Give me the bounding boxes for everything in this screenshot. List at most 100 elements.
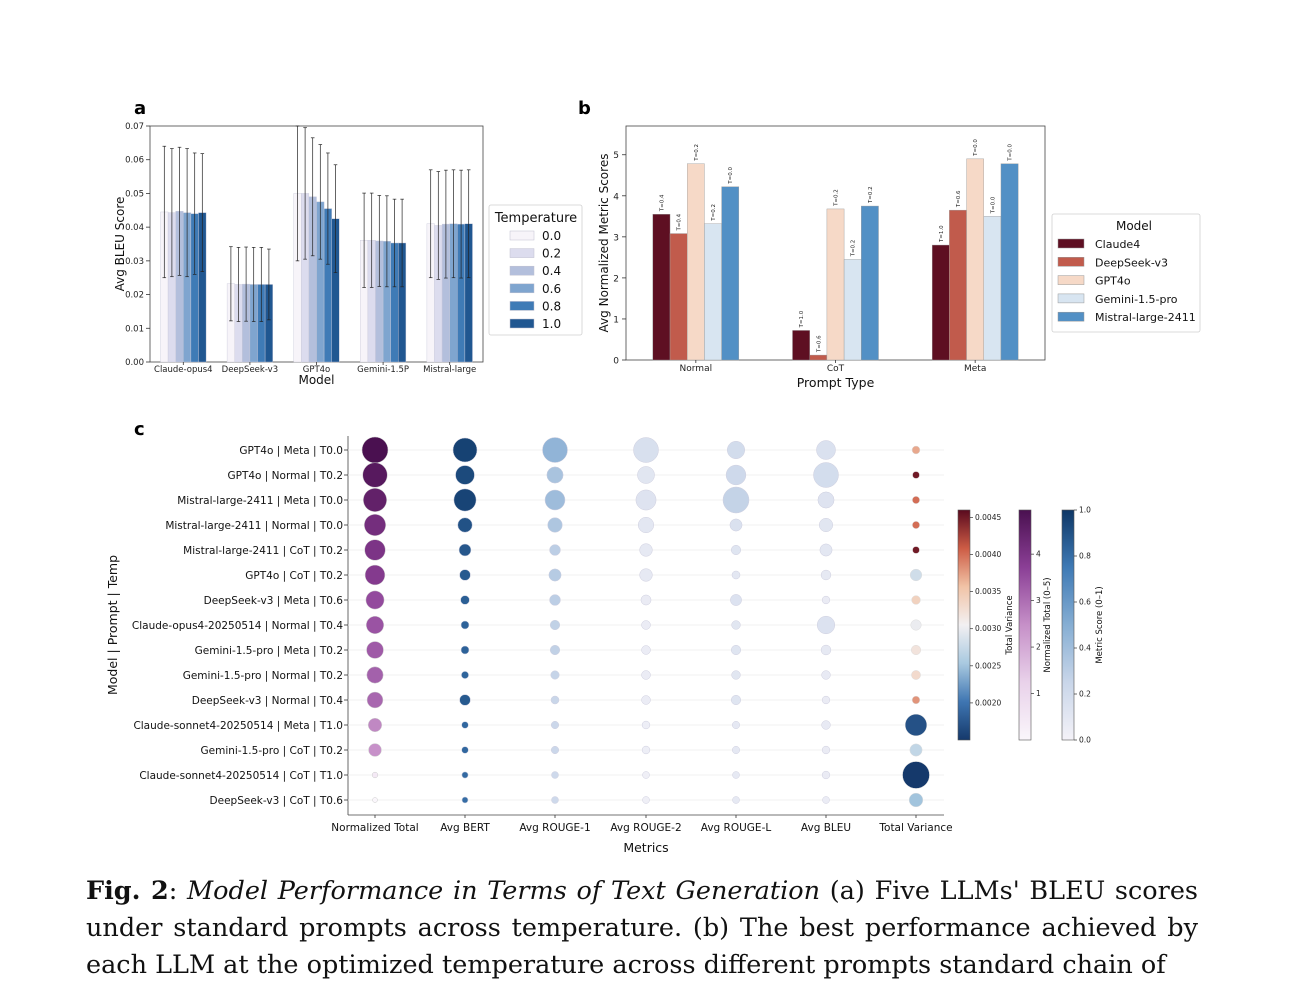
metric-bubble [821,720,831,730]
panel-b-label: b [578,98,591,119]
metric-bubble [641,620,651,630]
bar [809,354,828,361]
row-label: DeepSeek-v3 | Normal | T0.4 [192,695,344,707]
bar-value-label: T=0.4 [659,194,665,212]
metric-bubble [458,543,472,557]
column-label: Avg BLEU [801,822,851,834]
metric-bubble [730,694,742,706]
x-tick-label: DeepSeek-v3 [222,365,278,375]
variance-bubble [911,695,921,705]
metric-bubble [818,517,834,533]
row-label: Mistral-large-2411 | Meta | T0.0 [177,495,343,507]
metric-bubble [633,437,659,463]
column-label: Total Variance [878,822,952,834]
bar [669,233,688,361]
metric-bubble [549,544,561,556]
variance-bubble [911,445,921,455]
colorbar-label: Metric Score (0–1) [1095,586,1105,663]
metric-bubble [641,720,651,730]
y-tick-label: 5 [613,151,619,161]
column-label: Normalized Total [331,822,418,834]
metric-bubble [731,620,741,630]
metric-bubble [551,796,559,804]
colorbar-tick-label: 0.2 [1079,690,1091,699]
colorbar-tick-label: 0.0020 [975,698,1001,707]
normalized-total-bubble [367,717,383,733]
row-label: Claude-sonnet4-20250514 | Meta | T1.0 [133,720,343,732]
normalized-total-bubble [364,539,386,561]
metric-bubble [637,466,655,484]
y-axis-label: Avg Normalized Metric Scores [597,154,611,333]
metric-bubble [549,644,561,656]
legend-label: Gemini-1.5-pro [1095,293,1178,306]
metric-bubble [550,745,560,755]
bar-value-label: T=0.0 [990,196,996,214]
variance-bubble [909,568,923,582]
metric-bubble [460,595,470,605]
variance-bubble [912,471,920,479]
bar-value-label: T=0.0 [1008,144,1014,162]
metric-bubble [819,543,833,557]
metric-bubble [452,437,478,463]
normalized-total-bubble [366,641,384,659]
bar [1000,163,1019,361]
column-label: Avg ROUGE-1 [519,822,590,834]
x-tick-label: Meta [964,364,986,374]
metric-bubble [732,746,740,754]
caption-label: Fig. 2 [86,876,169,906]
figure-caption: Fig. 2: Model Performance in Terms of Te… [86,876,1198,980]
metric-bubble [635,489,657,511]
normalized-total-bubble [365,590,385,610]
legend-title: Model [1116,219,1152,233]
normalized-total-bubble [371,771,379,779]
legend-swatch [509,230,535,241]
normalized-total-bubble [366,616,384,634]
metric-bubble [731,570,741,580]
metric-bubble [639,568,653,582]
y-axis-label: Model | Prompt | Temp [105,555,120,695]
variance-bubble [910,644,922,656]
variance-bubble [909,743,923,757]
row-label: GPT4o | Normal | T0.2 [227,470,343,482]
colorbar-tick-label: 0.0045 [975,513,1001,522]
metric-bubble [641,745,651,755]
metric-bubble [549,619,561,631]
normalized-total-bubble [366,666,384,684]
bar-value-label: T=0.6 [816,335,822,353]
legend-label: 1.0 [542,317,561,331]
panel-a-label: a [134,98,146,119]
colorbar-tick-label: 2 [1036,643,1041,652]
variance-bubble [902,761,930,789]
legend-swatch [509,318,535,329]
legend-swatch [1057,293,1085,304]
colorbar-tick-label: 0.0 [1079,736,1091,745]
caption-title: Model Performance in Terms of Text Gener… [187,876,821,906]
y-tick-label: 0.03 [125,257,144,267]
normalized-total-bubble [364,514,386,536]
figure-canvas: a b c 0.000.010.020.030.040.050.060.07Cl… [105,98,1201,855]
metric-bubble [821,595,831,605]
metric-bubble [641,645,651,655]
metric-bubble [732,796,740,804]
legend-label: Mistral-large-2411 [1095,311,1196,324]
metric-bubble [730,594,742,606]
bar [704,223,722,361]
bar [861,205,879,361]
metric-bubble [460,645,470,655]
x-axis-label: Model [298,373,334,387]
legend-swatch [509,265,535,276]
variance-bubble [908,792,924,808]
row-label: DeepSeek-v3 | CoT | T0.6 [210,795,344,807]
legend-label: 0.8 [542,299,561,313]
panel-c-label: c [134,419,145,440]
legend-swatch [1057,275,1085,285]
metric-bubble [460,620,470,630]
metric-bubble [461,746,469,754]
metric-bubble [730,544,742,556]
x-tick-label: GPT4o [303,365,331,375]
x-tick-label: Mistral-large [423,365,476,375]
metric-bubble [547,517,563,533]
legend-label: GPT4o [1095,275,1131,288]
metric-bubble [731,670,741,680]
bar-value-label: T=0.0 [973,139,979,157]
